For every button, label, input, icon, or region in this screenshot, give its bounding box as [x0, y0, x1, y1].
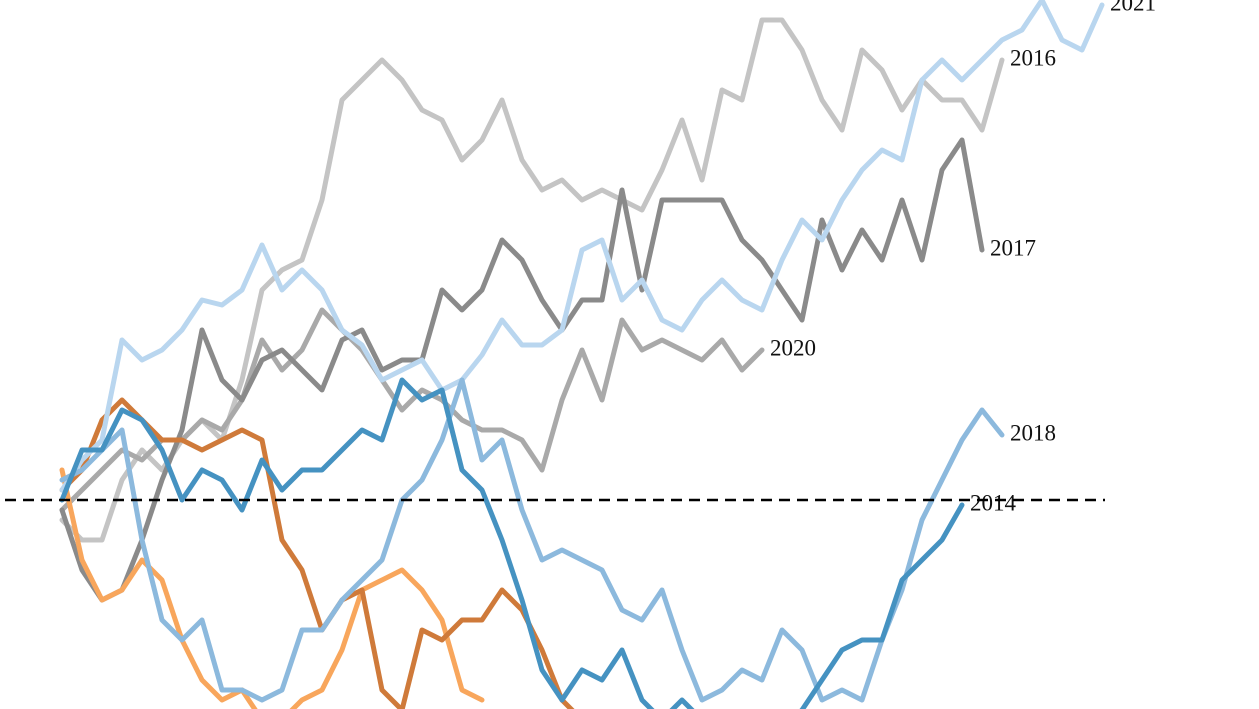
series-label: 2020 [770, 335, 816, 360]
series-label: 2021 [1110, 0, 1156, 15]
series-line [59, 0, 1105, 493]
series-line [59, 467, 485, 709]
series-line [59, 377, 965, 709]
series-line [59, 17, 1005, 543]
series-label: 2017 [990, 235, 1036, 260]
series-line [59, 137, 985, 603]
series-line [59, 377, 1005, 703]
series-label: 2018 [1010, 420, 1056, 445]
series-label: 2014 [970, 490, 1017, 515]
series-line [59, 307, 765, 513]
series-label: 2016 [1010, 45, 1056, 70]
